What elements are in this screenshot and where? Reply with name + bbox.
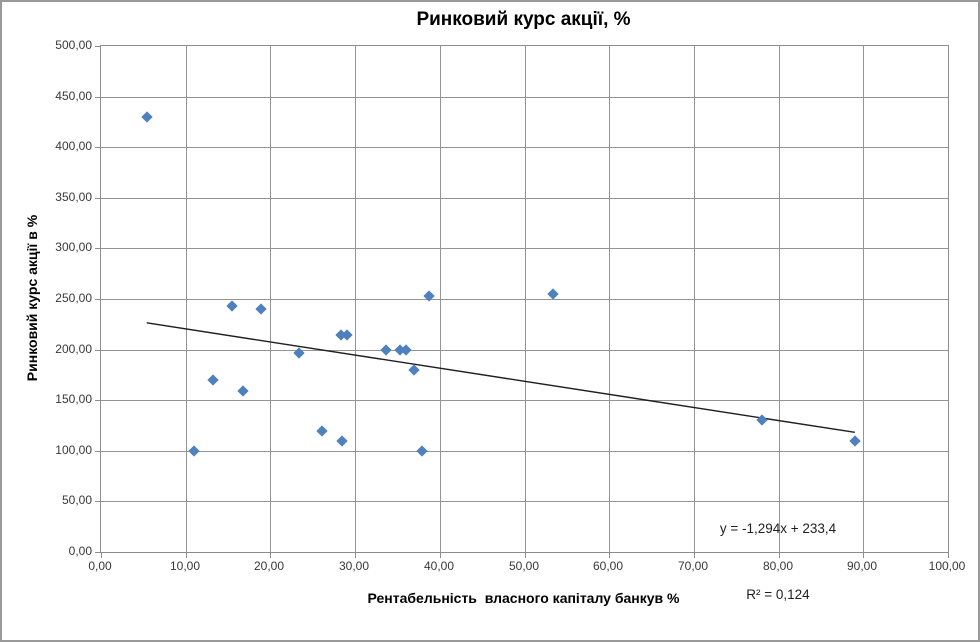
y-tick-mark (95, 147, 100, 148)
x-tick-mark (609, 553, 610, 558)
trendline-annotation: y = -1,294x + 233,4 R² = 0,124 (658, 474, 898, 640)
x-tick-mark (948, 553, 949, 558)
y-gridline (101, 147, 948, 148)
x-tick-mark (101, 553, 102, 558)
y-gridline (101, 451, 948, 452)
y-tick-label: 450,00 (55, 89, 92, 103)
x-tick-label: 20,00 (253, 559, 285, 573)
y-tick-mark (95, 350, 100, 351)
y-tick-label: 400,00 (55, 139, 92, 153)
x-tick-label: 80,00 (762, 559, 794, 573)
x-tick-label: 40,00 (423, 559, 455, 573)
y-tick-mark (95, 501, 100, 502)
x-tick-mark (779, 553, 780, 558)
y-gridline (101, 350, 948, 351)
x-tick-label: 0,00 (88, 559, 112, 573)
y-gridline (101, 198, 948, 199)
x-tick-label: 10,00 (169, 559, 201, 573)
trendline (146, 322, 855, 434)
trendline-segment (146, 322, 855, 434)
y-tick-mark (95, 46, 100, 47)
y-tick-mark (95, 97, 100, 98)
y-tick-mark (95, 451, 100, 452)
y-gridline (101, 501, 948, 502)
x-tick-mark (355, 553, 356, 558)
y-gridline (101, 97, 948, 98)
x-tick-mark (270, 553, 271, 558)
x-tick-mark (694, 553, 695, 558)
y-tick-mark (95, 552, 100, 553)
x-tick-label: 30,00 (338, 559, 370, 573)
x-tick-mark (863, 553, 864, 558)
chart-title: Ринковий курс акції, % (416, 9, 631, 30)
y-tick-label: 500,00 (55, 38, 92, 52)
y-tick-mark (95, 400, 100, 401)
y-tick-label: 50,00 (61, 493, 92, 507)
y-axis-title: Ринковий курс акції в % (24, 214, 40, 382)
x-tick-label: 50,00 (508, 559, 540, 573)
x-tick-mark (440, 553, 441, 558)
x-tick-label: 100,00 (928, 559, 966, 573)
x-tick-label: 70,00 (677, 559, 709, 573)
x-axis-title: Рентабельність власного капіталу банкув … (367, 590, 680, 606)
y-gridline (101, 248, 948, 249)
x-tick-mark (186, 553, 187, 558)
y-tick-label: 250,00 (55, 291, 92, 305)
x-tick-label: 90,00 (846, 559, 878, 573)
y-tick-mark (95, 248, 100, 249)
y-tick-label: 150,00 (55, 392, 92, 406)
y-tick-mark (95, 299, 100, 300)
y-tick-label: 100,00 (55, 443, 92, 457)
x-tick-label: 60,00 (592, 559, 624, 573)
r-squared-label: R² = 0,124 (746, 587, 810, 602)
y-tick-label: 0,00 (68, 544, 92, 558)
x-tick-mark (525, 553, 526, 558)
trendline-equation: y = -1,294x + 233,4 (719, 521, 837, 536)
y-tick-mark (95, 198, 100, 199)
y-tick-label: 300,00 (55, 240, 92, 254)
plot-area (95, 45, 949, 558)
y-gridline (101, 299, 948, 300)
y-gridline (101, 400, 948, 401)
y-tick-label: 350,00 (55, 190, 92, 204)
y-tick-label: 200,00 (55, 342, 92, 356)
